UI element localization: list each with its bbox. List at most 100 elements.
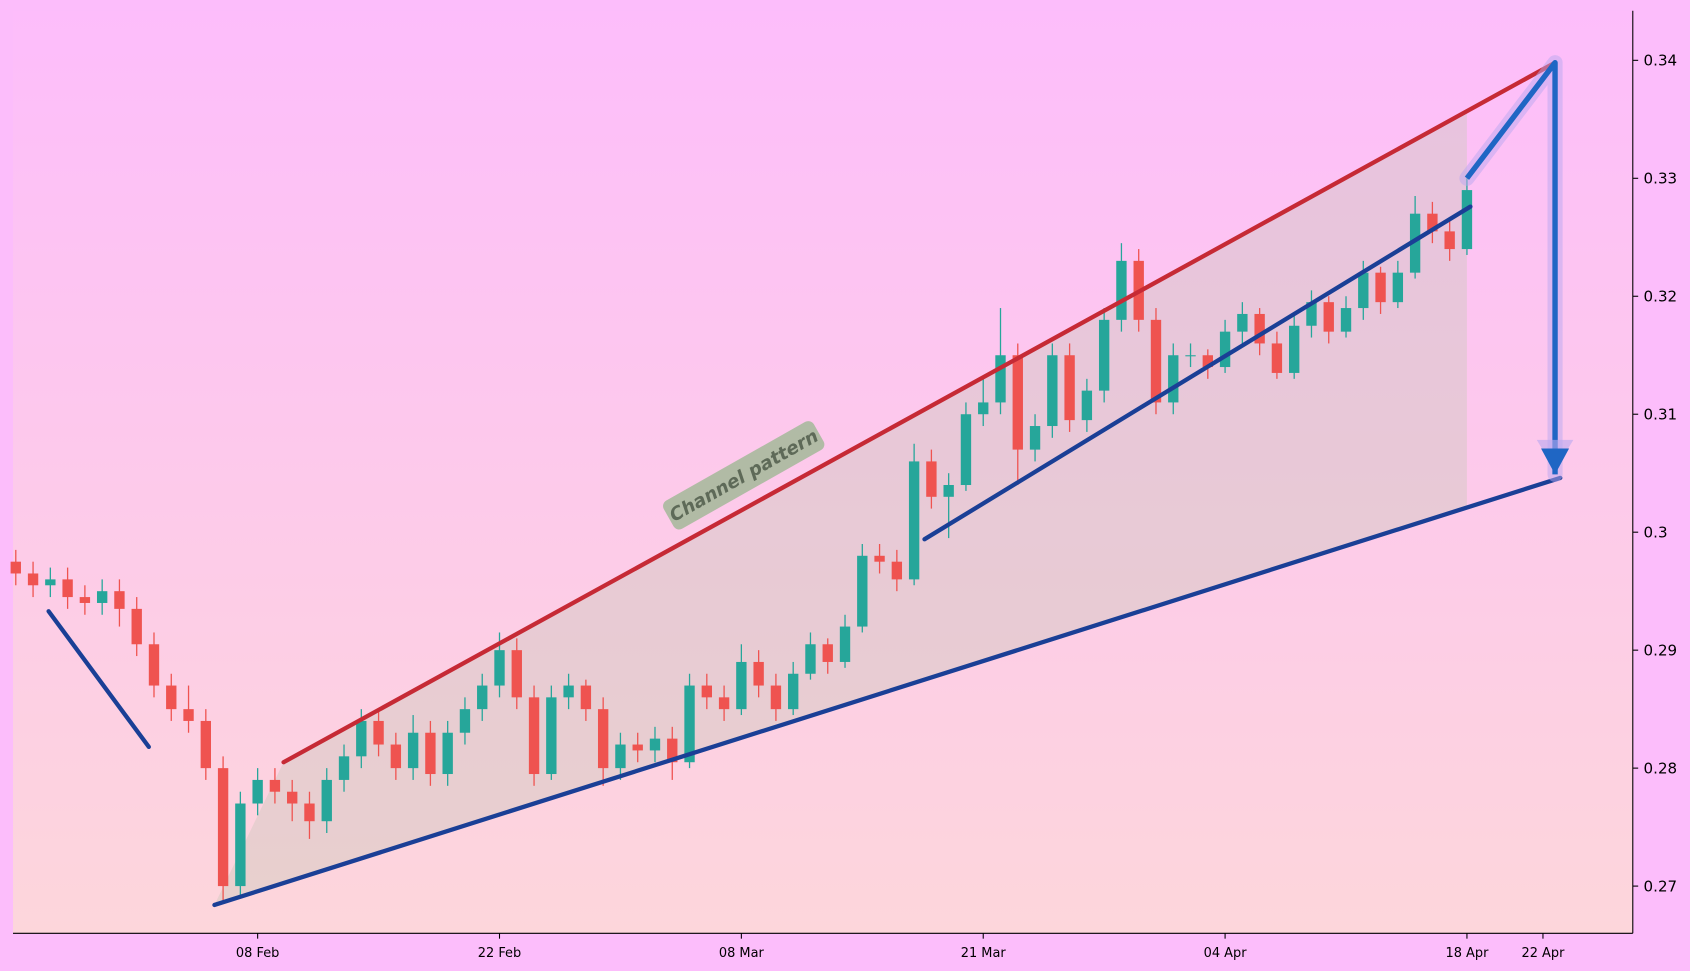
candle-body: [753, 661, 764, 686]
candle-body: [1340, 308, 1352, 332]
candle-body: [148, 644, 160, 686]
candle-body: [1081, 390, 1093, 421]
annotation-box: [663, 421, 825, 530]
candle-body: [943, 485, 954, 497]
candle-body: [390, 744, 402, 769]
x-tick-label: 08 Feb: [236, 946, 279, 961]
candle-body: [1029, 426, 1041, 450]
channel-shade-layer: [214, 111, 1467, 905]
candle-body: [373, 720, 384, 745]
candle-body: [79, 597, 91, 603]
candle-body: [736, 661, 747, 710]
y-tick-label: 0.29: [1644, 642, 1678, 660]
candle-body: [701, 685, 712, 698]
candle-body: [908, 461, 920, 580]
candle-body: [1185, 355, 1196, 357]
candle-body: [235, 803, 246, 887]
candle-body: [1098, 319, 1110, 391]
trend-line: [46, 609, 151, 750]
candle-body: [546, 697, 557, 775]
projection-arrow: [1464, 59, 1558, 475]
x-tick-label: 18 Apr: [1445, 946, 1489, 961]
candle-body: [425, 732, 436, 775]
candle-body: [442, 732, 453, 775]
candle-body: [770, 685, 782, 710]
candle-body: [1219, 331, 1231, 368]
x-tick-label: 04 Apr: [1204, 946, 1248, 961]
candle-body: [960, 414, 972, 486]
candle-body: [597, 709, 609, 769]
candle-body: [321, 779, 332, 822]
candle-body: [1427, 213, 1438, 232]
candle-body: [477, 685, 488, 710]
candle-body: [1409, 213, 1421, 273]
candle-body: [718, 697, 730, 710]
candle-body: [511, 650, 522, 698]
candle-body: [1289, 325, 1300, 373]
candle-body: [1012, 355, 1023, 450]
y-tick-label: 0.34: [1644, 52, 1678, 70]
candle-body: [822, 644, 833, 662]
candle-body: [1444, 231, 1455, 250]
candle-body: [632, 744, 643, 751]
candle-body: [45, 579, 56, 586]
y-tick-label: 0.27: [1644, 877, 1678, 895]
candle-body: [1168, 355, 1179, 403]
candle-body: [338, 756, 350, 780]
candle-body: [528, 697, 540, 775]
y-tick-label: 0.28: [1644, 760, 1678, 778]
candle-body: [1116, 260, 1127, 320]
candle-body: [166, 685, 177, 710]
x-tick-label: 21 Mar: [961, 946, 1007, 961]
x-tick-label: 08 Mar: [719, 946, 765, 961]
candle-body: [805, 644, 816, 674]
candle-body: [978, 402, 989, 415]
candle-body: [1064, 355, 1075, 421]
x-tick-label: 22 Feb: [478, 946, 521, 961]
trend-line: [922, 204, 1473, 542]
candle-body: [96, 591, 108, 603]
candle-body: [649, 738, 661, 751]
y-tick-label: 0.3: [1644, 524, 1668, 542]
candle-body: [1237, 313, 1248, 332]
candle-body: [563, 685, 574, 698]
candle-body: [10, 561, 21, 574]
candle-body: [684, 685, 695, 763]
trend-line: [281, 60, 1558, 765]
candle-body: [131, 608, 142, 645]
candle-body: [1271, 343, 1283, 373]
candle-body: [874, 555, 885, 562]
candle-body: [615, 744, 626, 769]
candle-body: [217, 768, 229, 887]
y-tick-label: 0.33: [1644, 170, 1678, 188]
candle-body: [788, 673, 799, 710]
x-tick-label: 22 Apr: [1522, 946, 1566, 961]
candle-body: [1358, 272, 1369, 309]
candle-body: [269, 779, 281, 792]
candle-body: [200, 720, 212, 769]
candle-body: [494, 650, 505, 686]
candle-body: [459, 709, 471, 733]
candle-body: [252, 779, 263, 804]
candle-body: [995, 355, 1006, 403]
channel-shade: [214, 111, 1467, 905]
candle-body: [1150, 319, 1162, 403]
candle-body: [1323, 302, 1334, 332]
candle-body: [1461, 190, 1473, 250]
candle-body: [114, 591, 125, 609]
trend-line: [212, 475, 1563, 908]
candle-body: [1047, 355, 1058, 427]
candle-body: [857, 555, 868, 627]
candle-body: [1375, 272, 1386, 303]
candle-body: [407, 732, 419, 769]
y-tick-label: 0.32: [1644, 288, 1678, 306]
candle-body: [1306, 302, 1317, 326]
candle-body: [667, 738, 678, 763]
candle-body: [926, 461, 937, 497]
candle-body: [62, 579, 73, 598]
candle-body: [1392, 272, 1404, 303]
candle-body: [304, 803, 315, 822]
axes-layer: 0.27 0.28 0.29 0.3 0.31 0.32 0.33 0.34 08 Feb 22 …: [13, 10, 1678, 961]
